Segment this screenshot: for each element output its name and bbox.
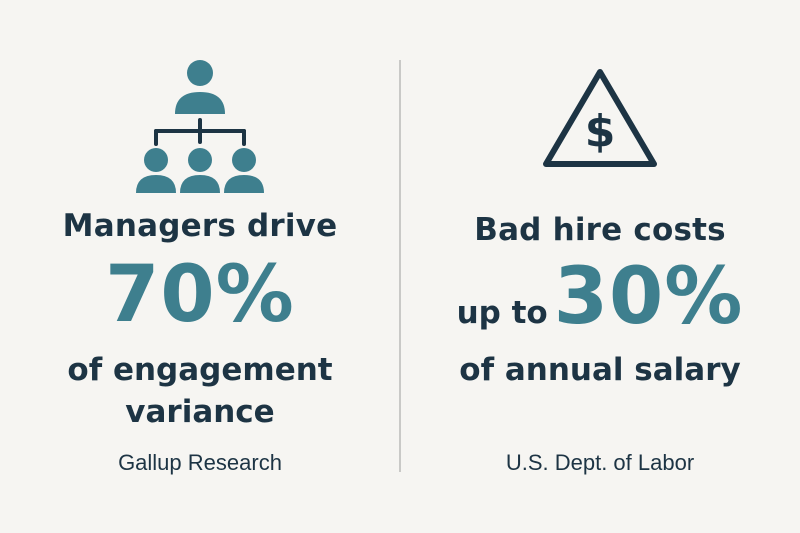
stat-value: 70%: [105, 250, 295, 340]
divider: [399, 60, 401, 472]
stat-description-line-2: variance: [125, 394, 275, 430]
headline: Bad hire costs: [474, 212, 726, 248]
stat-panel-managers: Managers drive 70% of engagement varianc…: [0, 58, 400, 475]
icon-container: [0, 58, 400, 196]
stat-description-line-1: of annual salary: [459, 352, 741, 388]
stat-prefix: up to: [456, 295, 548, 331]
stat-row: up to 30%: [400, 252, 800, 342]
stat-value: 30%: [553, 252, 744, 342]
source-citation: Gallup Research: [118, 450, 282, 475]
stat-description-line-1: of engagement: [67, 352, 333, 388]
org-chart-icon: [136, 60, 264, 193]
source-citation: U.S. Dept. of Labor: [505, 450, 695, 475]
svg-text:$: $: [585, 106, 616, 157]
warning-dollar-icon: $: [543, 69, 657, 167]
icon-container: $: [400, 66, 800, 170]
stat-panel-bad-hire: $ Bad hire costs up to 30% of annual sal…: [400, 0, 800, 533]
headline: Managers drive: [62, 208, 338, 244]
